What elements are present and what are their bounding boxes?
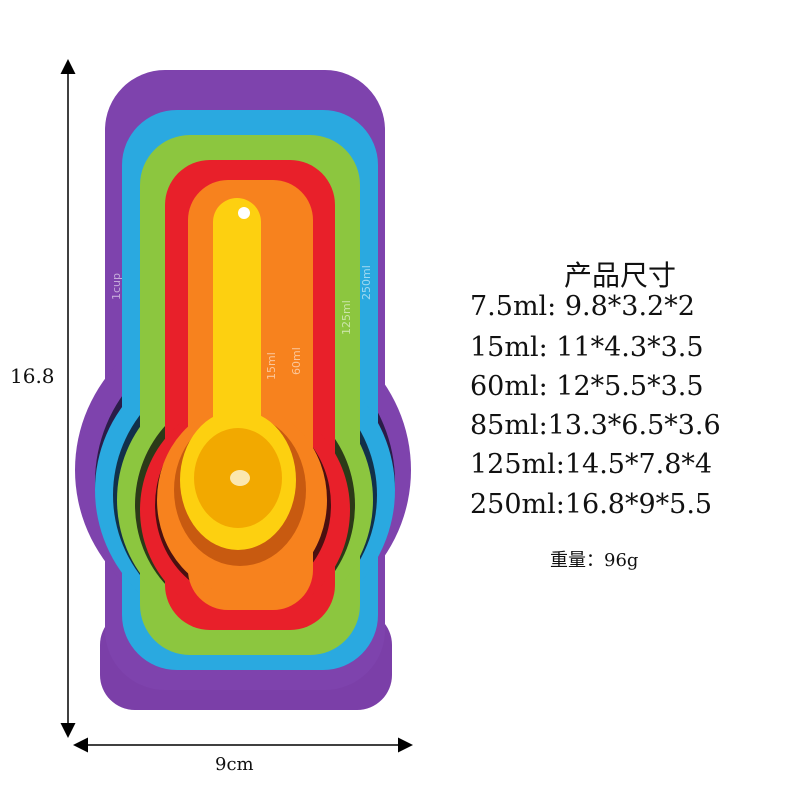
spec-row: 125ml:14.5*7.8*4 <box>470 449 712 480</box>
engraving: 250ml <box>360 265 373 300</box>
engraving: 125ml <box>340 300 353 335</box>
measuring-cups <box>75 70 411 710</box>
width-label: 9cm <box>215 754 254 775</box>
weight: 重量：96g <box>550 550 638 571</box>
dimension-lines <box>60 59 413 753</box>
spec-row: 7.5ml: 9.8*3.2*2 <box>470 291 695 322</box>
spec-row: 85ml:13.3*6.5*3.6 <box>470 410 721 441</box>
engraving: 15ml <box>265 352 278 380</box>
spec-row: 60ml: 12*5.5*3.5 <box>470 371 704 402</box>
height-label: 16.8 <box>10 364 55 388</box>
spec-row: 250ml:16.8*9*5.5 <box>470 489 712 520</box>
engravings: 1cup 250ml 125ml 60ml 15ml <box>110 265 373 380</box>
spec-row: 15ml: 11*4.3*3.5 <box>470 332 704 363</box>
engraving: 60ml <box>290 347 303 375</box>
specs-title: 产品尺寸 <box>564 259 676 292</box>
engraving: 1cup <box>110 273 123 300</box>
